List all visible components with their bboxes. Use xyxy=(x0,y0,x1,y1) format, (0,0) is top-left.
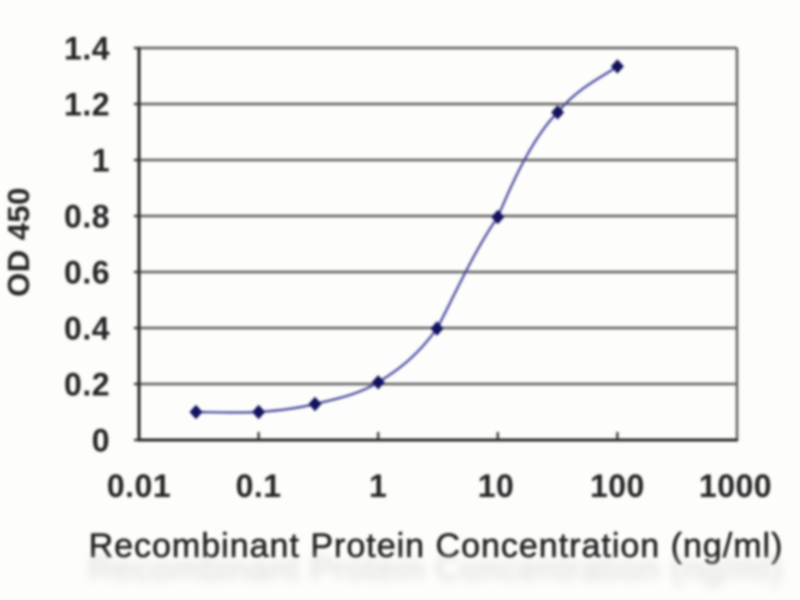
svg-text:0.8: 0.8 xyxy=(64,199,110,235)
svg-text:1000: 1000 xyxy=(699,468,772,504)
svg-text:0.1: 0.1 xyxy=(236,468,282,504)
svg-text:1: 1 xyxy=(369,468,387,504)
svg-text:0: 0 xyxy=(92,423,110,459)
svg-text:0.2: 0.2 xyxy=(64,367,110,403)
svg-text:0.6: 0.6 xyxy=(64,255,110,291)
svg-text:100: 100 xyxy=(590,468,645,504)
svg-text:Recombinant Protein Concentrat: Recombinant Protein Concentration (ng/ml… xyxy=(89,527,784,565)
svg-text:10: 10 xyxy=(478,468,515,504)
svg-text:1.4: 1.4 xyxy=(64,31,110,67)
svg-text:Recombinant Protein Concentrat: Recombinant Protein Concentration (ng/ml… xyxy=(89,550,784,588)
svg-text:1: 1 xyxy=(92,143,110,179)
svg-text:0.4: 0.4 xyxy=(64,311,110,347)
svg-text:OD 450: OD 450 xyxy=(1,187,36,297)
svg-text:0.01: 0.01 xyxy=(107,468,171,504)
svg-text:1.2: 1.2 xyxy=(64,87,110,123)
